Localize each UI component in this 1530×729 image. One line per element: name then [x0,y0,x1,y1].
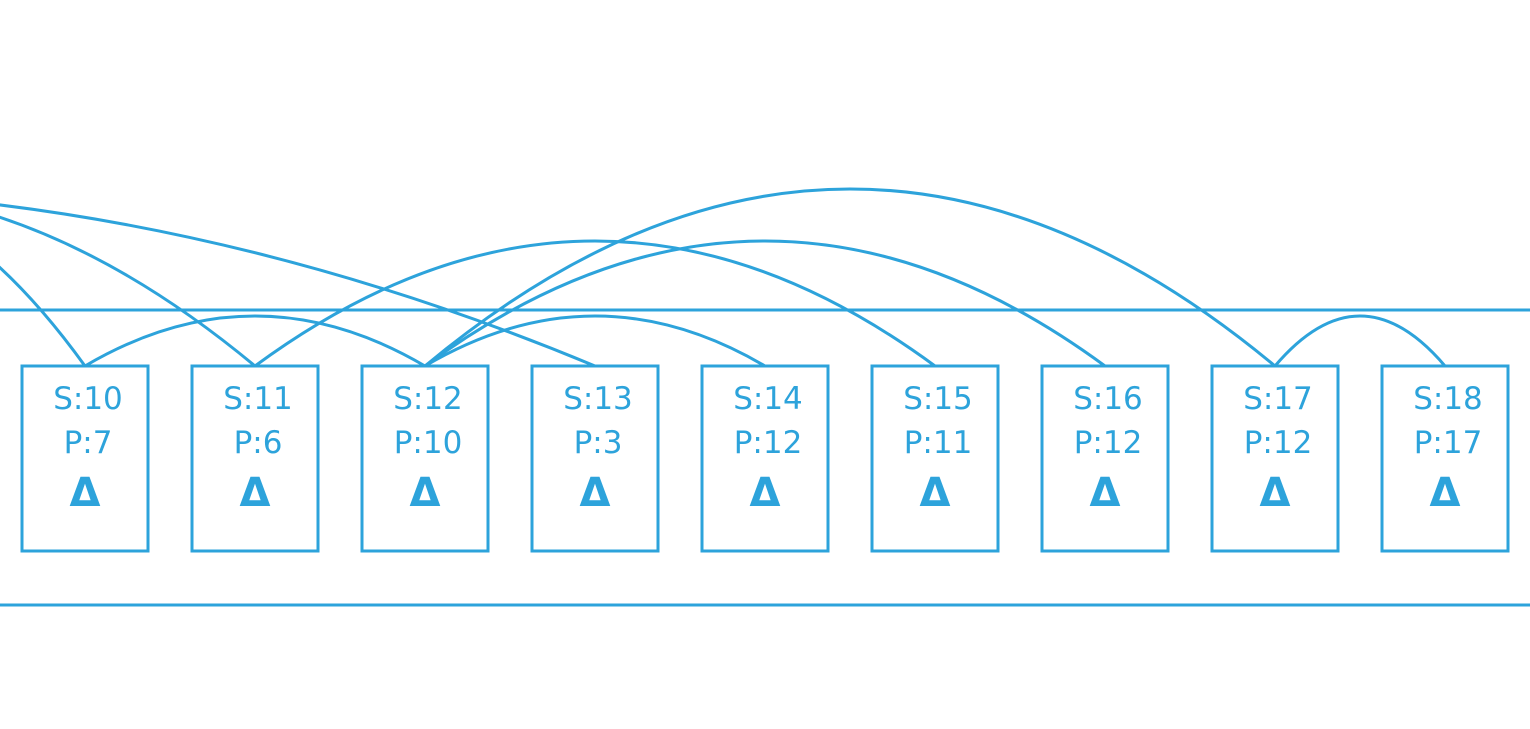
delta-icon: Δ [1430,470,1461,516]
node-p-label: P:11 [904,425,973,461]
edge-arc-12-to-10 [84,314,426,368]
node-s-label: S:15 [903,381,973,417]
node-p-label: P:12 [1074,425,1143,461]
node-s-label: S:12 [393,381,463,417]
delta-icon: Δ [240,470,271,516]
node-p-label: P:3 [574,425,623,461]
node-s-label: S:11 [223,381,293,417]
node-card-s13[interactable]: S:13 P:3 Δ [530,364,660,553]
node-p-label: P:6 [234,425,283,461]
edge-arc-17-to-12 [424,187,1276,368]
node-s-label: S:13 [563,381,633,417]
delta-icon: Δ [70,470,101,516]
node-card-s18[interactable]: S:18 P:17 Δ [1380,364,1510,553]
delta-icon: Δ [580,470,611,516]
node-p-label: P:12 [1244,425,1313,461]
delta-icon: Δ [410,470,441,516]
node-box [1040,364,1170,553]
node-box [700,364,830,553]
node-card-s11[interactable]: S:11 P:6 Δ [190,364,320,553]
edge-arc-16-to-12 [424,239,1106,368]
edge-arc-15-to-11 [254,239,936,368]
delta-icon: Δ [1260,470,1291,516]
node-s-label: S:18 [1413,381,1483,417]
node-s-label: S:16 [1073,381,1143,417]
node-card-s12[interactable]: S:12 P:10 Δ [360,364,490,553]
node-card-s10[interactable]: S:10 P:7 Δ [20,364,150,553]
node-p-label: P:10 [394,425,463,461]
node-s-label: S:17 [1243,381,1313,417]
node-box [360,364,490,553]
edge-arc-11-to-6 [0,215,256,368]
edge-arc-18-to-17 [1273,314,1447,367]
node-card-s16[interactable]: S:16 P:12 Δ [1040,364,1170,553]
node-box [1380,364,1510,553]
node-box [870,364,1000,553]
edge-arc-13-to-3 [0,203,596,368]
edge-arc-14-to-12 [424,314,766,368]
node-p-label: P:17 [1414,425,1483,461]
node-box [190,364,320,553]
edge-arc-10-to-7 [0,265,87,367]
node-s-label: S:14 [733,381,803,417]
node-s-label: S:10 [53,381,123,417]
node-card-s15[interactable]: S:15 P:11 Δ [870,364,1000,553]
node-row: S:10 P:7 Δ S:11 P:6 Δ S:12 P:10 Δ S:13 P:3 Δ S:14 P:1… [20,364,1510,553]
edge-arcs [0,187,1447,368]
delta-icon: Δ [920,470,951,516]
delta-icon: Δ [1090,470,1121,516]
node-box [1210,364,1340,553]
node-box [20,364,150,553]
node-card-s14[interactable]: S:14 P:12 Δ [700,364,830,553]
node-p-label: P:12 [734,425,803,461]
node-card-s17[interactable]: S:17 P:12 Δ [1210,364,1340,553]
delta-icon: Δ [750,470,781,516]
node-p-label: P:7 [64,425,113,461]
node-box [530,364,660,553]
